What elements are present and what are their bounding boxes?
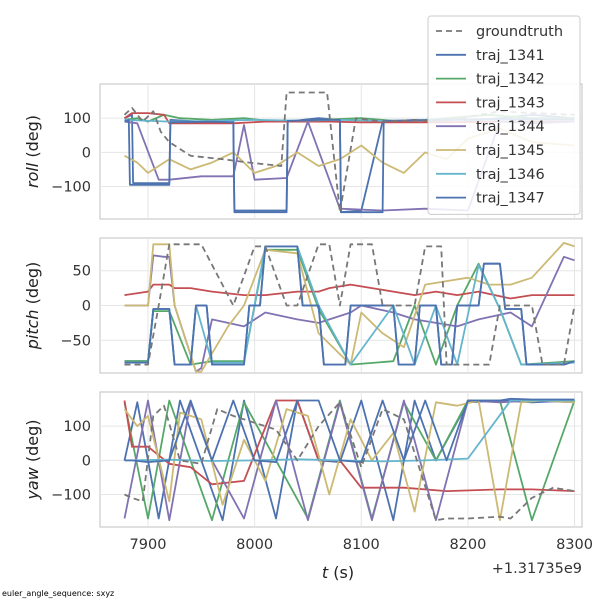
y-tick-label: 0: [82, 299, 91, 315]
y-tick-label: −100: [51, 180, 91, 196]
x-axis-label: t (s): [322, 563, 354, 582]
y-tick-label: −100: [51, 488, 91, 504]
y-axis-label: roll (deg): [23, 115, 42, 188]
legend-label-traj_1343: traj_1343: [476, 95, 545, 111]
y-tick-label: 0: [82, 453, 91, 469]
legend-box: [427, 15, 581, 215]
x-tick-label: 8200: [449, 537, 486, 553]
y-tick-label: 50: [73, 264, 91, 280]
legend-label-traj_1342: traj_1342: [476, 72, 545, 88]
y-tick-label: −50: [60, 333, 91, 349]
x-tick-label: 8300: [556, 537, 593, 553]
y-axis-label: yaw (deg): [23, 419, 42, 500]
subplot-pitch: 50 0 −50 pitch (deg): [23, 237, 583, 374]
legend-label-groundtruth: groundtruth: [476, 24, 563, 40]
y-axis-label: pitch (deg): [23, 262, 42, 351]
y-tick-label: 0: [82, 145, 91, 161]
legend: groundtruth traj_1341 traj_1342 traj_1343tr…: [427, 15, 581, 215]
legend-label-traj_1347: traj_1347: [476, 191, 545, 207]
y-tick-label: 100: [63, 111, 91, 127]
x-tick-label: 8100: [343, 537, 380, 553]
y-tick-label: 100: [63, 419, 91, 435]
x-tick-label: 7900: [130, 537, 167, 553]
legend-label-traj_1346: traj_1346: [476, 167, 545, 183]
series-line-traj_1345: [124, 241, 575, 373]
series-line-traj_1347: [124, 397, 575, 464]
series-line-groundtruth: [124, 401, 575, 522]
series-line-traj_1347: [124, 245, 575, 366]
legend-label-traj_1344: traj_1344: [476, 119, 545, 135]
legend-label-traj_1345: traj_1345: [476, 143, 545, 159]
x-offset-label: +1.31735e9: [492, 561, 582, 577]
series-line-groundtruth: [124, 243, 576, 366]
footer-note: euler_angle_sequence: sxyz: [2, 589, 115, 598]
subplot-yaw: 100 0 −100 yaw (deg) 7900 8000 8100 8200 8300 +1.…: [23, 391, 593, 582]
legend-label-traj_1341: traj_1341: [476, 48, 545, 64]
x-tick-label: 8000: [236, 537, 273, 553]
